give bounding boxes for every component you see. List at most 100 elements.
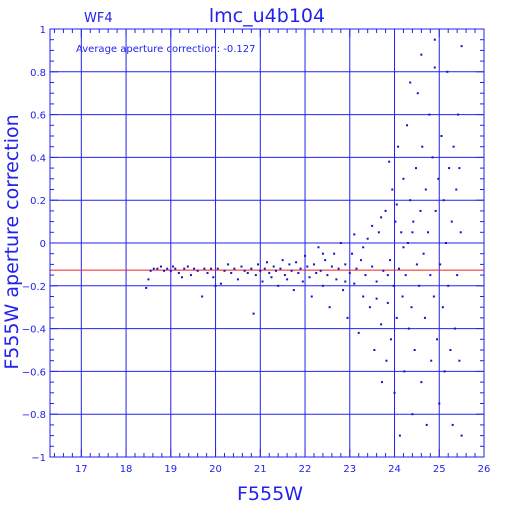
data-point <box>359 259 362 262</box>
data-point <box>442 199 445 202</box>
data-point <box>412 220 415 223</box>
y-tick-label: −0.4 <box>22 325 46 336</box>
data-point <box>189 274 192 277</box>
data-point <box>147 278 150 281</box>
x-tick-labels: 17 18 19 20 21 22 23 24 25 26 <box>75 464 490 475</box>
data-point <box>437 177 440 180</box>
data-point <box>159 265 162 268</box>
data-points <box>145 38 463 437</box>
data-point <box>201 295 204 298</box>
data-point <box>388 160 391 163</box>
y-tick-label: 0 <box>40 239 46 250</box>
data-point <box>397 145 400 148</box>
data-point <box>257 263 260 266</box>
data-point <box>297 271 300 274</box>
data-point <box>402 246 405 249</box>
data-point <box>371 224 374 227</box>
x-tick-label: 23 <box>343 464 356 475</box>
data-point <box>410 306 413 309</box>
data-point <box>261 280 264 283</box>
data-point <box>362 246 365 249</box>
data-point <box>216 267 219 270</box>
data-point <box>333 252 336 255</box>
data-point <box>449 349 452 351</box>
data-point <box>301 280 304 283</box>
data-point <box>416 92 419 95</box>
data-point <box>385 359 388 362</box>
data-point <box>295 261 298 264</box>
data-point <box>403 370 406 373</box>
data-point <box>432 295 435 298</box>
data-point <box>386 274 389 277</box>
data-point <box>317 246 320 249</box>
data-point <box>458 359 461 362</box>
data-point <box>362 295 365 298</box>
data-point <box>391 188 394 191</box>
data-point <box>430 359 433 362</box>
data-point <box>450 220 453 223</box>
data-point <box>364 274 367 277</box>
data-point <box>270 276 273 279</box>
data-point <box>380 216 383 219</box>
data-point <box>429 274 432 277</box>
data-point <box>447 284 450 287</box>
y-tick-label: 0.4 <box>30 153 46 164</box>
data-point <box>196 269 199 272</box>
data-point <box>252 312 255 315</box>
data-point <box>375 297 378 300</box>
tick-marks <box>50 28 485 458</box>
data-point <box>395 203 398 206</box>
average-correction-annotation: Average aperture correction: -0.127 <box>76 44 256 55</box>
data-point <box>400 231 403 234</box>
data-point <box>319 269 322 272</box>
data-point <box>290 269 293 272</box>
data-point <box>304 254 307 257</box>
panel-label: WF4 <box>84 11 113 26</box>
data-point <box>444 242 447 244</box>
data-point <box>272 265 275 268</box>
data-point <box>193 267 196 270</box>
data-point <box>308 276 311 279</box>
data-point <box>243 269 246 272</box>
data-point <box>152 267 155 270</box>
data-point <box>351 252 354 255</box>
data-point <box>460 45 463 48</box>
data-point <box>342 289 345 292</box>
data-point <box>409 81 412 84</box>
data-point <box>413 349 416 351</box>
data-point <box>423 316 426 319</box>
data-point <box>306 265 309 268</box>
data-point <box>380 381 383 384</box>
data-point <box>344 280 347 283</box>
data-point <box>368 306 371 309</box>
data-point <box>406 124 409 127</box>
data-point <box>186 265 189 268</box>
data-point <box>246 271 249 274</box>
data-point <box>230 271 233 274</box>
data-point <box>457 113 460 116</box>
y-tick-label: −1 <box>31 453 46 464</box>
data-point <box>431 156 434 159</box>
data-point <box>451 423 454 426</box>
x-axis-label: F555W <box>237 483 303 505</box>
y-axis-label: F555W aperture correction <box>1 114 23 369</box>
data-point <box>453 327 456 330</box>
data-point <box>398 434 401 437</box>
data-point <box>386 301 389 304</box>
data-point <box>277 284 280 287</box>
data-point <box>149 269 152 272</box>
data-point <box>310 295 313 298</box>
data-point <box>223 269 226 272</box>
data-point <box>292 289 295 292</box>
data-point <box>414 167 417 170</box>
data-point <box>324 259 327 262</box>
data-point <box>382 269 385 272</box>
data-point <box>401 295 404 298</box>
data-point <box>380 323 383 326</box>
y-tick-label: 1 <box>40 25 46 36</box>
data-point <box>397 267 400 270</box>
data-point <box>460 434 463 437</box>
x-tick-label: 24 <box>388 464 401 475</box>
data-point <box>436 338 439 341</box>
y-tick-label: −0.6 <box>22 367 46 378</box>
